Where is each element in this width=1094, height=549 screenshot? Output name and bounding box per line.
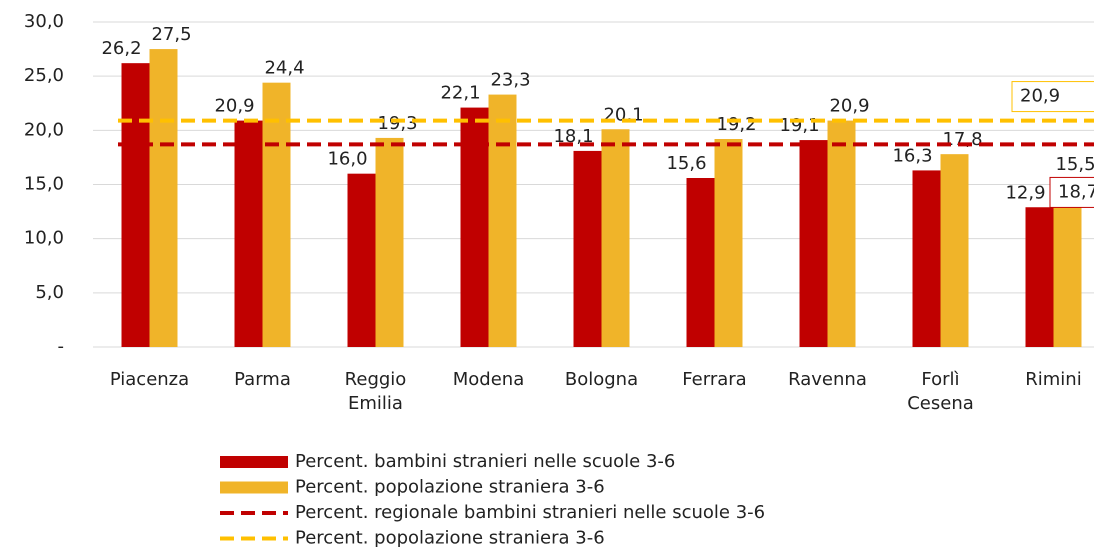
reference-label: 18,7 [1058, 181, 1094, 202]
x-tick-label: Ferrara [682, 369, 747, 390]
x-tick-label: Parma [234, 369, 291, 390]
bar [714, 139, 743, 347]
data-label: 24,4 [264, 58, 304, 79]
data-label: 26,2 [101, 38, 141, 59]
bar [488, 94, 517, 347]
data-label: 16,3 [892, 145, 932, 166]
bar [121, 63, 150, 348]
y-tick-label: 20,0 [24, 119, 64, 140]
bar [912, 170, 941, 347]
data-label: 20,9 [214, 96, 254, 117]
data-label: 19,1 [779, 115, 819, 136]
y-tick-label: - [58, 336, 65, 357]
reference-label-box [1011, 81, 1094, 113]
data-label: 22,1 [440, 83, 480, 104]
x-tick-label: Rimini [1025, 369, 1082, 390]
data-label: 20,9 [829, 96, 869, 117]
data-label: 19,3 [377, 113, 417, 134]
bar [601, 129, 630, 347]
x-tick-label: Reggio Emilia [344, 369, 407, 414]
bar [375, 137, 404, 347]
data-label: 12,9 [1005, 182, 1045, 203]
legend-label: Percent. bambini stranieri nelle scuole … [295, 451, 675, 472]
bar [460, 107, 489, 347]
reference-label-box [1049, 176, 1094, 208]
bar [686, 178, 715, 347]
x-tick-label: Bologna [564, 369, 639, 390]
legend-label: Percent. regionale bambini stranieri nel… [295, 502, 765, 523]
x-tick-label: Piacenza [109, 369, 190, 390]
x-tick-label: Modena [452, 369, 525, 390]
bar [149, 49, 178, 347]
data-label: 18,1 [553, 126, 593, 147]
legend-swatch [220, 481, 288, 494]
bar [827, 120, 856, 347]
data-label: 19,2 [716, 114, 756, 135]
data-label: 15,5 [1055, 154, 1094, 175]
data-label: 15,6 [666, 153, 706, 174]
x-tick-label: Ravenna [788, 369, 867, 390]
bar [347, 173, 376, 347]
bar [234, 120, 263, 347]
legend-swatch [220, 456, 288, 468]
bar [262, 82, 291, 348]
y-tick-label: 30,0 [24, 11, 64, 32]
legend-label: Percent. popolazione straniera 3-6 [295, 528, 605, 549]
bar [799, 140, 828, 347]
bar [1025, 207, 1054, 347]
x-tick-label: Forlì Cesena [907, 369, 974, 414]
y-tick-label: 5,0 [35, 282, 64, 303]
y-tick-label: 10,0 [24, 228, 64, 249]
bar [940, 154, 969, 347]
data-label: 17,8 [942, 129, 982, 150]
bar [573, 150, 602, 347]
reference-label: 20,9 [1020, 86, 1060, 107]
data-label: 16,0 [327, 149, 367, 170]
legend-label: Percent. popolazione straniera 3-6 [295, 477, 605, 498]
y-tick-label: 25,0 [24, 65, 64, 86]
data-label: 23,3 [490, 70, 530, 91]
data-label: 27,5 [151, 24, 191, 45]
y-tick-label: 15,0 [24, 174, 64, 195]
